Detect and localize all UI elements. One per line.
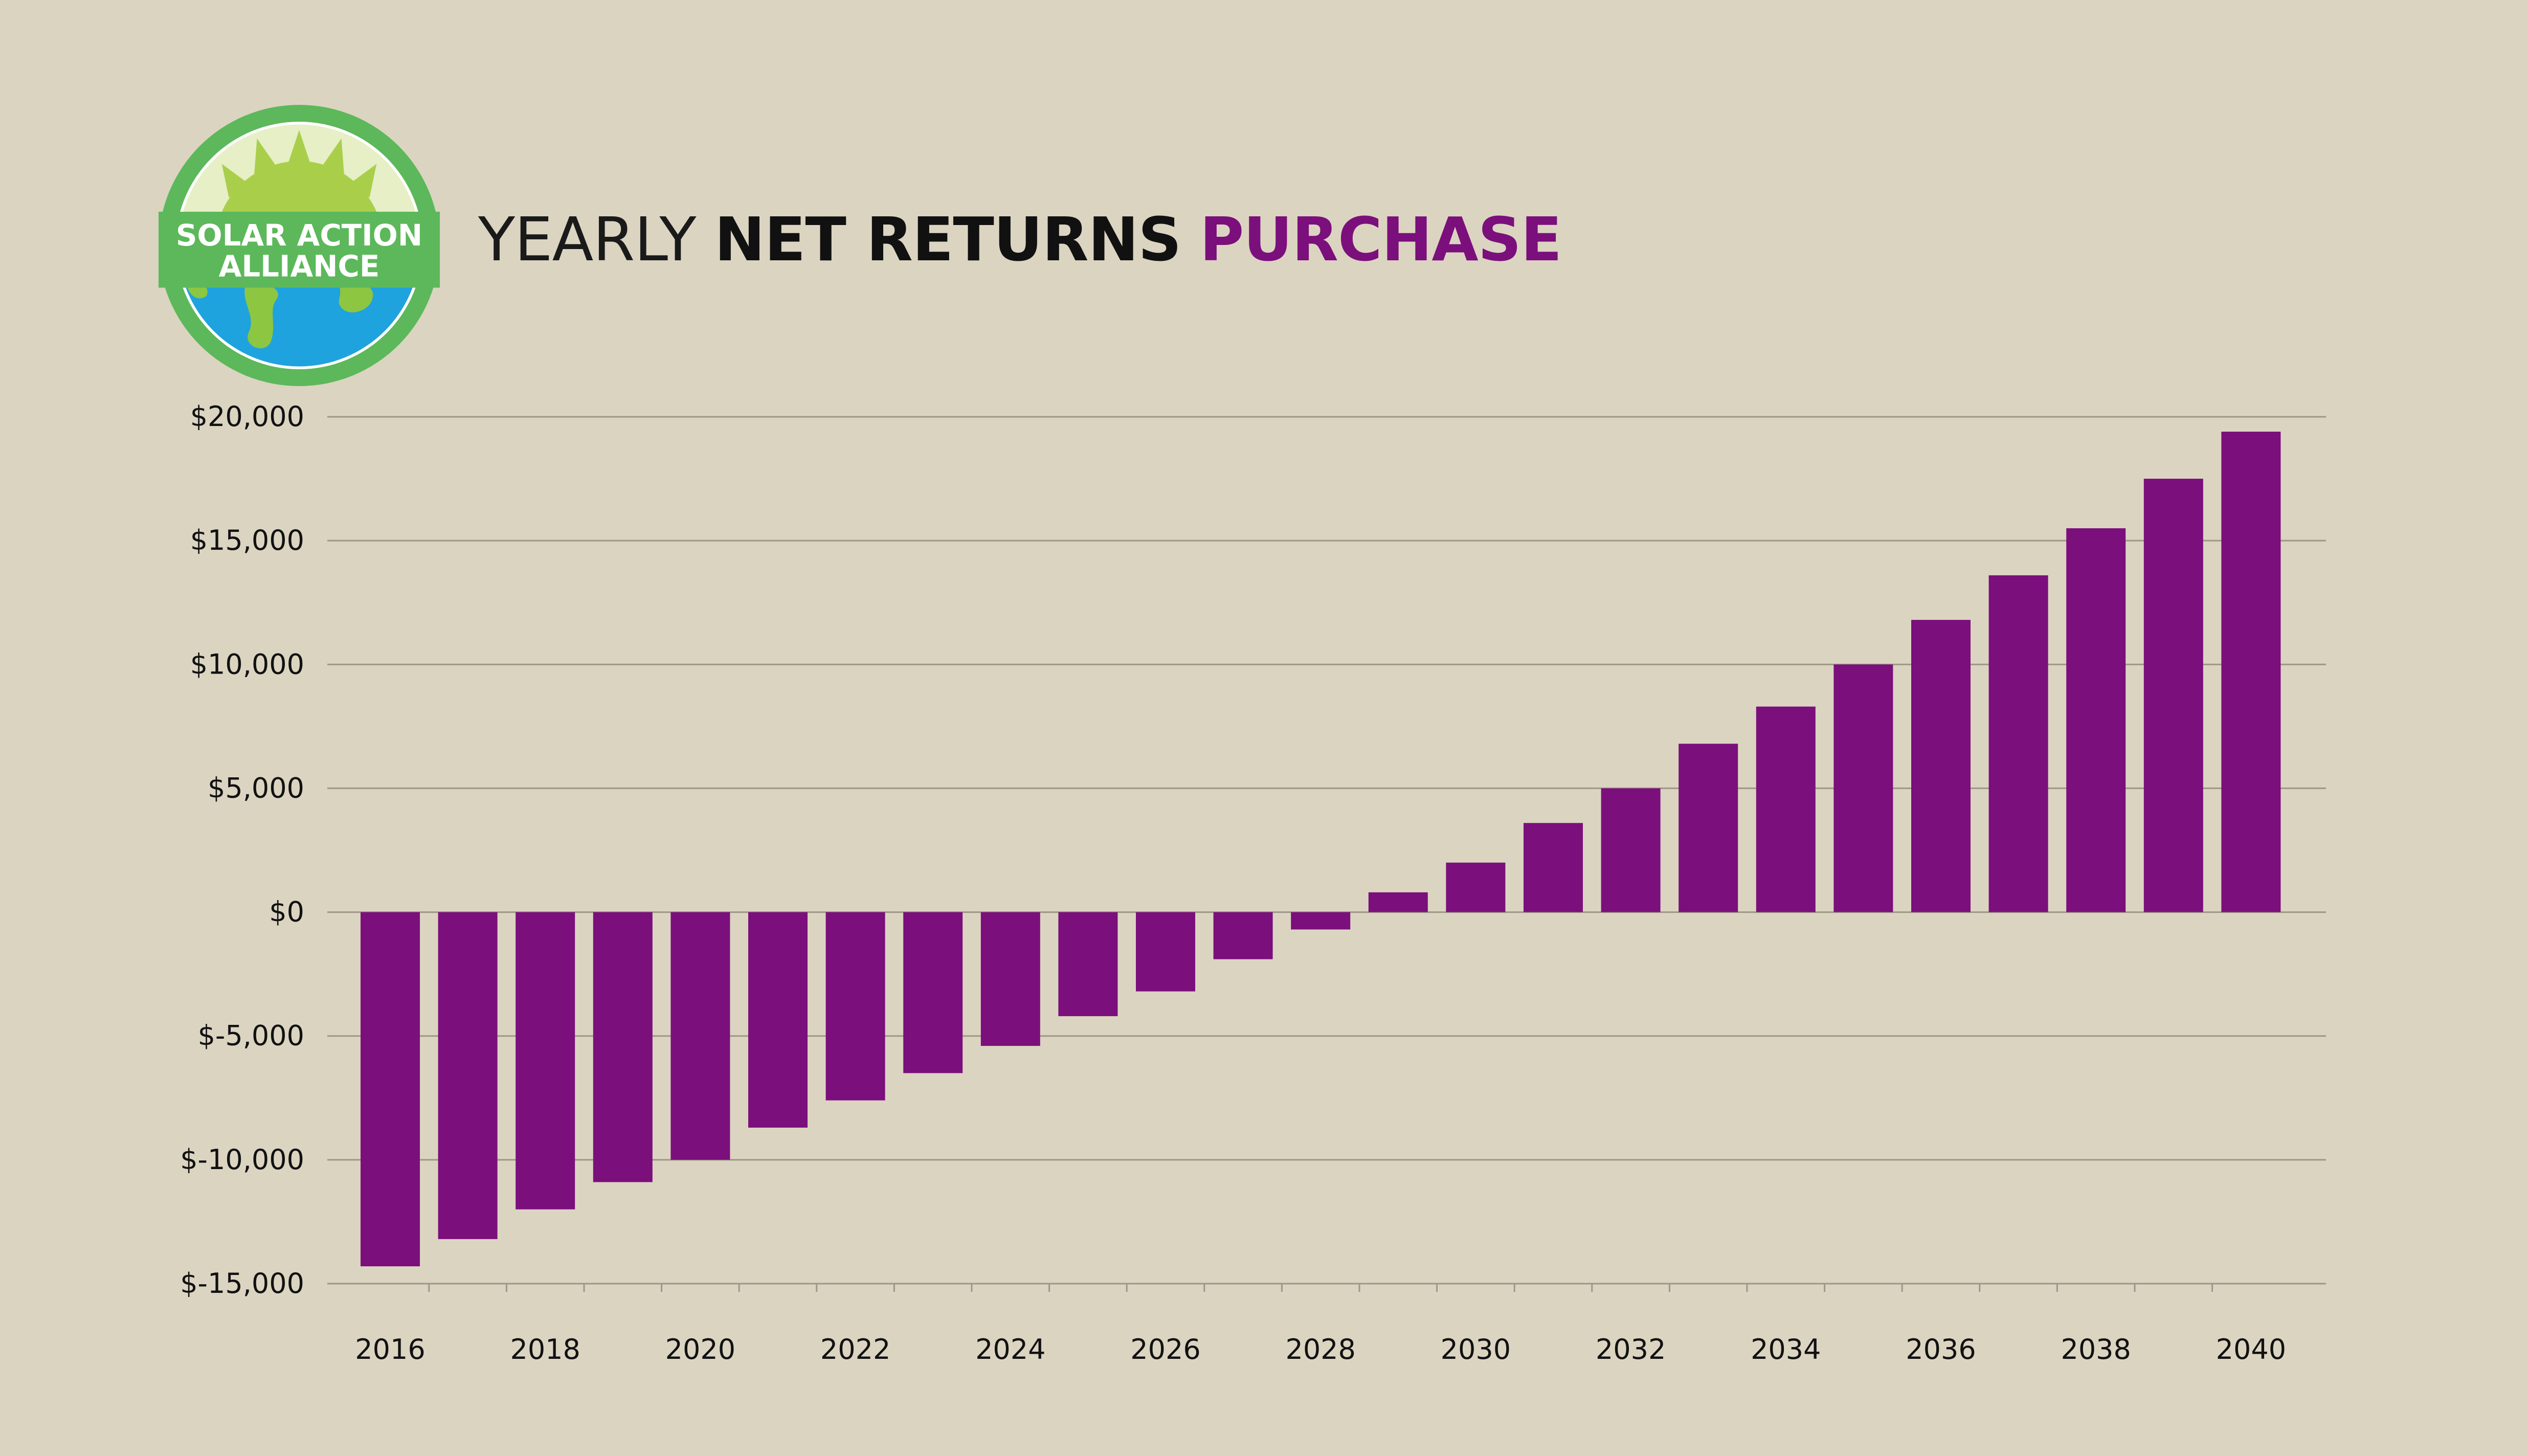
y-tick-label: $10,000 [190, 648, 304, 680]
y-tick-label: $5,000 [208, 772, 304, 804]
bar-2032 [1601, 788, 1661, 912]
x-tick-label: 2022 [820, 1333, 890, 1365]
bar-2023 [903, 912, 963, 1073]
chart-title: YEARLY NET RETURNS PURCHASE [478, 198, 1562, 280]
bar-2019 [593, 912, 653, 1182]
y-tick-label: $-10,000 [180, 1144, 304, 1176]
solar-action-alliance-logo: SOLAR ACTION ALLIANCE [159, 105, 440, 386]
x-tick-label: 2018 [510, 1333, 580, 1365]
bar-2038 [2066, 528, 2126, 912]
x-tick-label: 2028 [1285, 1333, 1355, 1365]
x-tick-label: 2020 [665, 1333, 735, 1365]
bar-2035 [1833, 664, 1893, 912]
x-tick-label: 2026 [1130, 1333, 1200, 1365]
y-tick-label: $15,000 [190, 524, 304, 556]
x-tick-label: 2038 [2061, 1333, 2131, 1365]
bar-2031 [1524, 823, 1583, 912]
x-tick-label: 2030 [1441, 1333, 1511, 1365]
bar-2021 [748, 912, 808, 1128]
bar-2022 [825, 912, 885, 1101]
bar-2036 [1911, 620, 1971, 912]
y-axis: $20,000 $15,000 $10,000 $5,000 $0 $-5,000 $-10… [180, 400, 304, 1300]
x-tick-label: 2034 [1751, 1333, 1821, 1365]
logo-text-line2: ALLIANCE [219, 249, 380, 284]
title-part-purchase: PURCHASE [1199, 204, 1562, 275]
x-tick-label: 2036 [1906, 1333, 1976, 1365]
y-tick-label: $0 [269, 896, 304, 928]
y-tick-label: $20,000 [190, 400, 304, 433]
bar-2028 [1291, 912, 1351, 930]
y-tick-label: $-5,000 [198, 1020, 304, 1052]
bar-2030 [1446, 862, 1506, 912]
bar-2024 [980, 912, 1040, 1046]
x-tick-label: 2016 [355, 1333, 425, 1365]
logo-banner [159, 212, 440, 288]
bar-2025 [1058, 912, 1118, 1016]
x-tick-label: 2024 [975, 1333, 1045, 1365]
bar-2029 [1368, 892, 1428, 912]
bar-2020 [670, 912, 730, 1160]
bar-2040 [2221, 432, 2281, 912]
bar-2018 [516, 912, 575, 1209]
y-tick-label: $-15,000 [180, 1267, 304, 1300]
logo-text-line1: SOLAR ACTION [176, 218, 422, 253]
bar-2034 [1756, 706, 1816, 912]
bar-2016 [361, 912, 420, 1267]
bar-2039 [2143, 479, 2203, 912]
title-part-yearly: YEARLY [478, 204, 696, 275]
bar-2033 [1679, 744, 1738, 912]
x-tick-label: 2032 [1596, 1333, 1666, 1365]
x-tick-label: 2040 [2216, 1333, 2286, 1365]
bar-2037 [1988, 575, 2048, 912]
bar-2027 [1213, 912, 1273, 959]
bars [361, 432, 2281, 1267]
grid-lines [327, 416, 2326, 1285]
bar-2017 [438, 912, 498, 1239]
title-part-net-returns: NET RETURNS [714, 204, 1181, 275]
bar-2026 [1136, 912, 1195, 992]
x-axis: 2016 2018 2020 2022 2024 2026 2028 2030 2032 2034… [355, 1284, 2286, 1365]
